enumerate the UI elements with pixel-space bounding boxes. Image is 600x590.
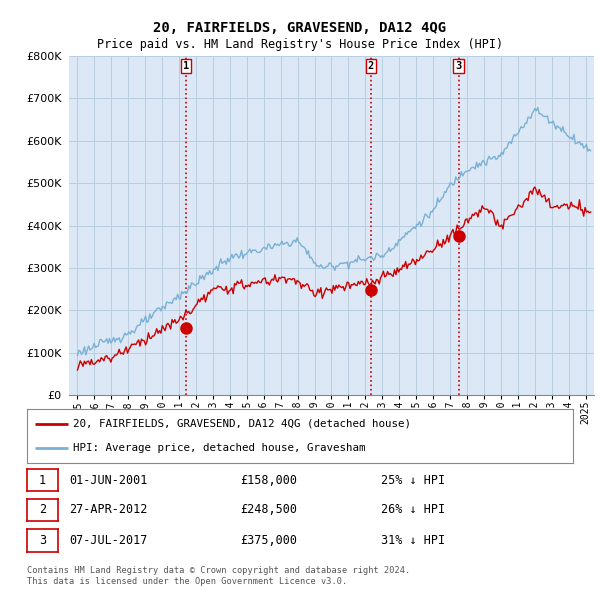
Text: 25% ↓ HPI: 25% ↓ HPI	[381, 474, 445, 487]
Text: 20, FAIRFIELDS, GRAVESEND, DA12 4QG: 20, FAIRFIELDS, GRAVESEND, DA12 4QG	[154, 21, 446, 35]
Text: HPI: Average price, detached house, Gravesham: HPI: Average price, detached house, Grav…	[73, 444, 366, 454]
Text: 01-JUN-2001: 01-JUN-2001	[69, 474, 148, 487]
Text: 20, FAIRFIELDS, GRAVESEND, DA12 4QG (detached house): 20, FAIRFIELDS, GRAVESEND, DA12 4QG (det…	[73, 418, 412, 428]
Text: 2: 2	[39, 503, 46, 516]
Text: £158,000: £158,000	[240, 474, 297, 487]
Text: 07-JUL-2017: 07-JUL-2017	[69, 534, 148, 547]
Text: This data is licensed under the Open Government Licence v3.0.: This data is licensed under the Open Gov…	[27, 578, 347, 586]
Text: 1: 1	[39, 474, 46, 487]
Text: Contains HM Land Registry data © Crown copyright and database right 2024.: Contains HM Land Registry data © Crown c…	[27, 566, 410, 575]
Text: 27-APR-2012: 27-APR-2012	[69, 503, 148, 516]
Text: 26% ↓ HPI: 26% ↓ HPI	[381, 503, 445, 516]
Text: £375,000: £375,000	[240, 534, 297, 547]
Text: 1: 1	[183, 61, 190, 71]
Text: £248,500: £248,500	[240, 503, 297, 516]
Text: Price paid vs. HM Land Registry's House Price Index (HPI): Price paid vs. HM Land Registry's House …	[97, 38, 503, 51]
Text: 3: 3	[455, 61, 462, 71]
Text: 31% ↓ HPI: 31% ↓ HPI	[381, 534, 445, 547]
Text: 2: 2	[368, 61, 374, 71]
Text: 3: 3	[39, 534, 46, 547]
